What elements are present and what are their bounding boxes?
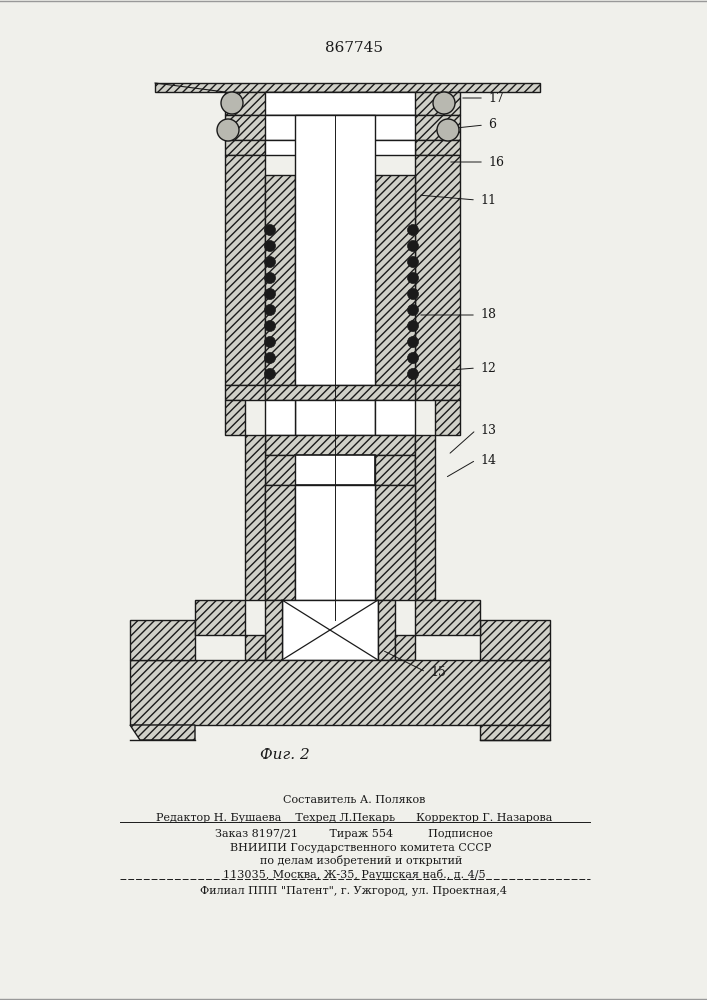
Text: 113035, Москва, Ж-35, Раушская наб., д. 4/5: 113035, Москва, Ж-35, Раушская наб., д. … xyxy=(223,869,485,880)
Polygon shape xyxy=(225,155,265,385)
Polygon shape xyxy=(225,400,245,435)
Polygon shape xyxy=(415,435,435,600)
Text: Филиал ППП "Патент", г. Ужгород, ул. Проектная,4: Филиал ППП "Патент", г. Ужгород, ул. Про… xyxy=(201,886,508,896)
Polygon shape xyxy=(415,600,480,635)
Polygon shape xyxy=(265,435,415,455)
Circle shape xyxy=(407,240,419,251)
Polygon shape xyxy=(130,620,195,660)
Text: 6: 6 xyxy=(488,118,496,131)
Polygon shape xyxy=(415,385,460,400)
Polygon shape xyxy=(375,400,415,435)
Polygon shape xyxy=(395,635,415,660)
Circle shape xyxy=(264,256,276,267)
Polygon shape xyxy=(225,140,265,155)
Text: 17: 17 xyxy=(488,92,504,104)
Polygon shape xyxy=(378,600,395,660)
Polygon shape xyxy=(225,115,460,140)
Polygon shape xyxy=(265,175,295,385)
Polygon shape xyxy=(375,455,415,485)
Text: 16: 16 xyxy=(488,155,504,168)
Polygon shape xyxy=(265,485,295,600)
Text: 18: 18 xyxy=(480,308,496,322)
Circle shape xyxy=(407,256,419,267)
Circle shape xyxy=(407,288,419,300)
Circle shape xyxy=(217,119,239,141)
Circle shape xyxy=(407,336,419,348)
Circle shape xyxy=(264,320,276,332)
Circle shape xyxy=(264,304,276,316)
Polygon shape xyxy=(375,485,415,600)
Text: Составитель А. Поляков: Составитель А. Поляков xyxy=(283,795,425,805)
Circle shape xyxy=(264,336,276,348)
Text: Заказ 8197/21         Тираж 554          Подписное: Заказ 8197/21 Тираж 554 Подписное xyxy=(215,829,493,839)
Circle shape xyxy=(264,225,276,235)
Polygon shape xyxy=(295,485,375,600)
Text: по делам изобретений и открытий: по делам изобретений и открытий xyxy=(246,856,462,866)
Polygon shape xyxy=(480,620,550,660)
Circle shape xyxy=(407,304,419,316)
Polygon shape xyxy=(375,175,415,385)
Polygon shape xyxy=(415,140,460,155)
Polygon shape xyxy=(435,400,460,435)
Circle shape xyxy=(407,225,419,235)
Circle shape xyxy=(264,288,276,300)
Circle shape xyxy=(407,320,419,332)
Polygon shape xyxy=(265,600,282,660)
Circle shape xyxy=(407,368,419,379)
Circle shape xyxy=(437,119,459,141)
Polygon shape xyxy=(225,385,265,400)
Polygon shape xyxy=(295,455,375,485)
Text: Редактор Н. Бушаева    Техред Л.Пекарь      Корректор Г. Назарова: Редактор Н. Бушаева Техред Л.Пекарь Корр… xyxy=(156,813,552,823)
Polygon shape xyxy=(130,725,195,740)
Text: 14: 14 xyxy=(480,454,496,466)
Polygon shape xyxy=(225,92,460,115)
Circle shape xyxy=(407,272,419,284)
Polygon shape xyxy=(265,115,415,140)
Text: 11: 11 xyxy=(480,194,496,207)
Polygon shape xyxy=(155,83,540,92)
Circle shape xyxy=(264,353,276,363)
Polygon shape xyxy=(265,92,415,115)
Polygon shape xyxy=(415,155,460,385)
Polygon shape xyxy=(265,385,415,400)
Text: 867745: 867745 xyxy=(325,41,383,55)
Circle shape xyxy=(264,272,276,284)
Polygon shape xyxy=(295,115,375,385)
Text: ВНИИПИ Государственного комитета СССР: ВНИИПИ Государственного комитета СССР xyxy=(216,843,491,853)
Polygon shape xyxy=(245,635,265,660)
Text: Фиг. 2: Фиг. 2 xyxy=(260,748,310,762)
Polygon shape xyxy=(265,140,415,155)
Polygon shape xyxy=(480,725,550,740)
Text: 15: 15 xyxy=(430,666,446,678)
Polygon shape xyxy=(245,435,265,600)
Circle shape xyxy=(221,92,243,114)
Polygon shape xyxy=(265,400,295,435)
Text: 12: 12 xyxy=(480,361,496,374)
Circle shape xyxy=(407,353,419,363)
Circle shape xyxy=(264,240,276,251)
Polygon shape xyxy=(282,600,378,660)
Text: 13: 13 xyxy=(480,424,496,436)
Polygon shape xyxy=(295,400,375,435)
Circle shape xyxy=(433,92,455,114)
Circle shape xyxy=(264,368,276,379)
Polygon shape xyxy=(265,455,295,485)
Polygon shape xyxy=(195,600,245,635)
Polygon shape xyxy=(130,660,550,725)
